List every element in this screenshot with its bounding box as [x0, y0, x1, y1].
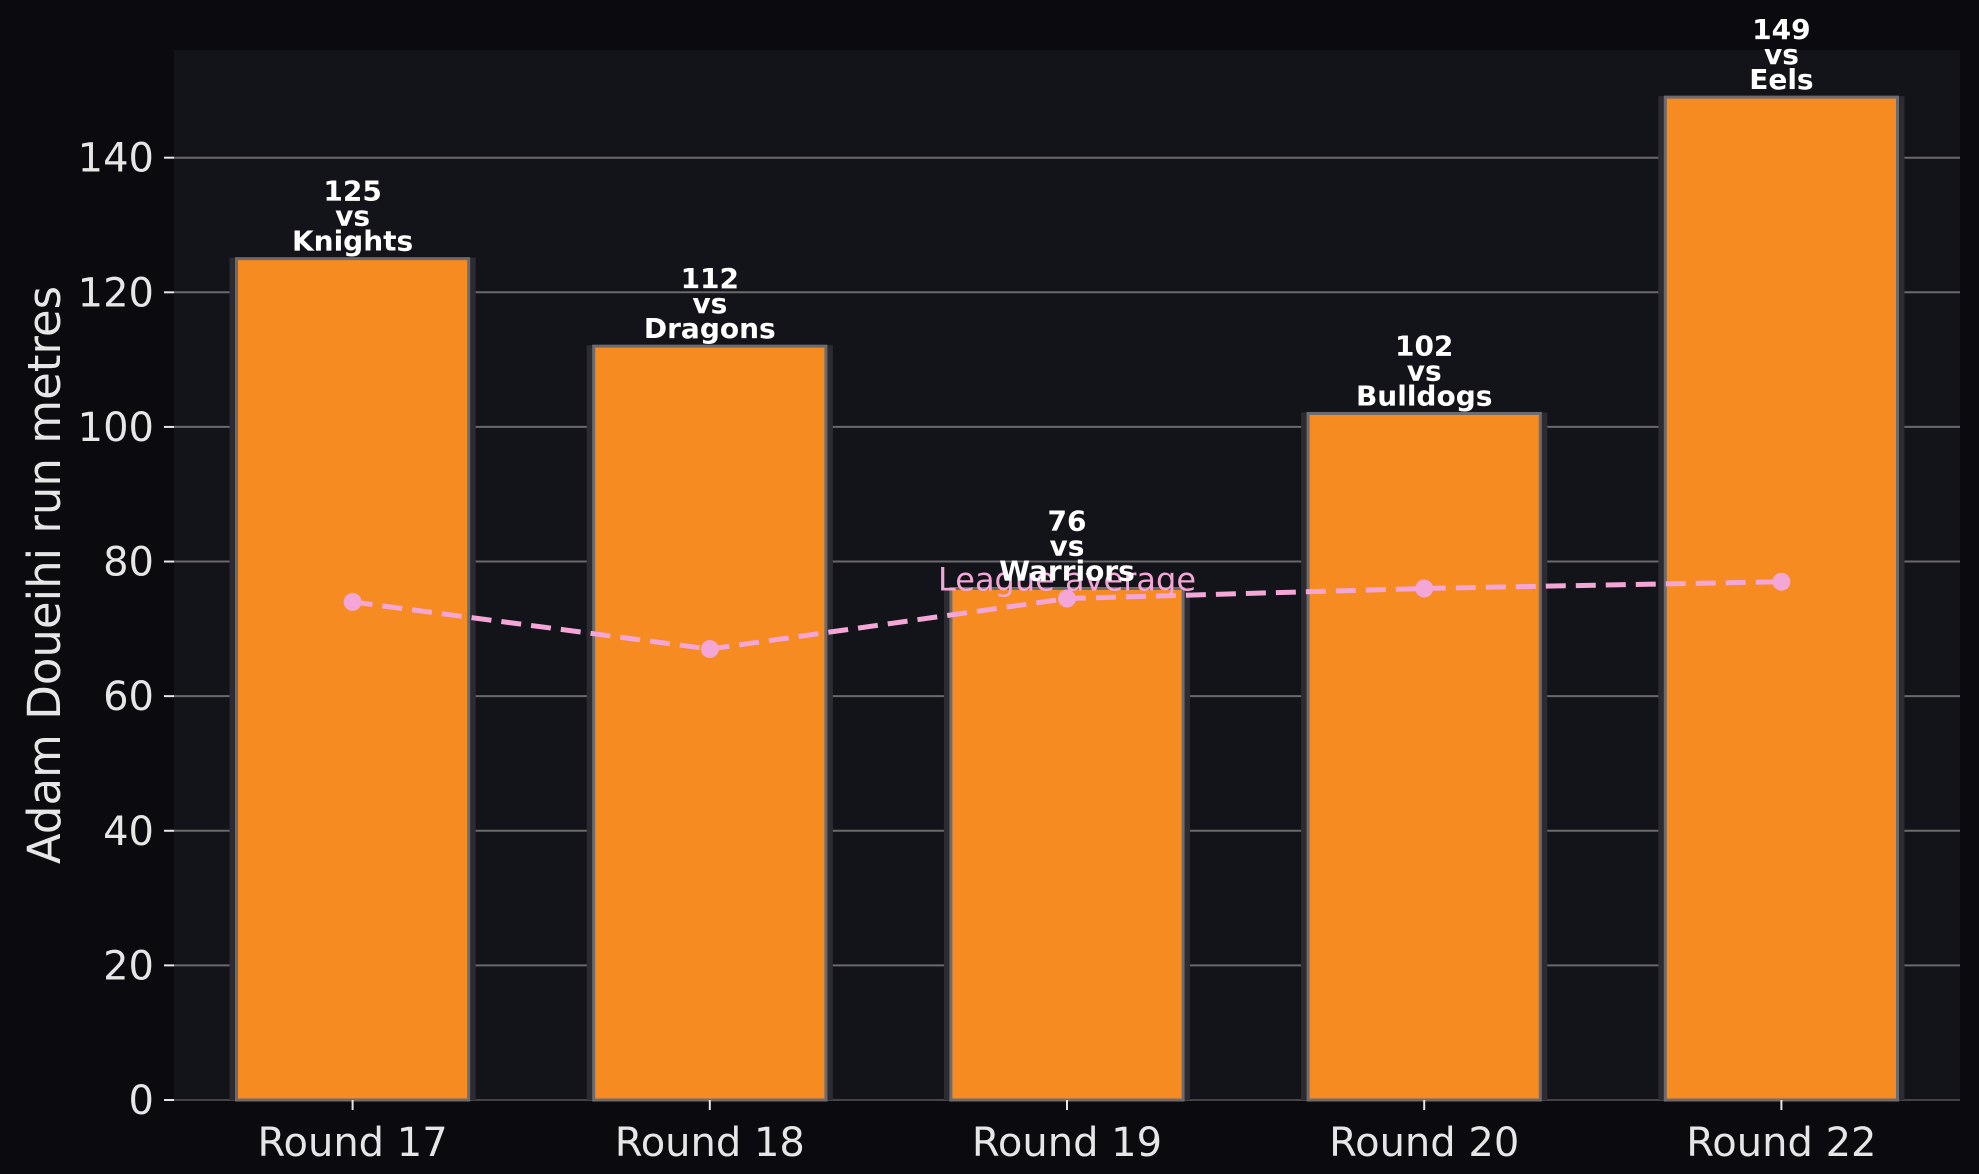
- bars: [229, 95, 1905, 1102]
- league-average-line: League average: [343, 561, 1791, 659]
- y-axis-title: Adam Doueihi run metres: [18, 286, 71, 864]
- y-tick-label: 20: [103, 943, 154, 989]
- x-tick-label: Round 17: [258, 1120, 448, 1166]
- league-average-point: [1058, 589, 1076, 608]
- bar-data-label: vs: [692, 287, 727, 320]
- y-tick-label: 40: [103, 809, 154, 855]
- bar-data-label: 112: [681, 262, 739, 295]
- y-tick-label: 80: [103, 540, 154, 586]
- bar-data-label: Dragons: [644, 312, 776, 345]
- bar-data-label: 125: [323, 175, 381, 208]
- y-tick-label: 100: [78, 405, 154, 451]
- bar: [949, 586, 1185, 1102]
- league-average-point: [700, 640, 719, 659]
- y-axis: 0 20 40 60 80 100 120 140: [78, 136, 174, 1124]
- bar: [1306, 411, 1542, 1102]
- x-axis: Round 17 Round 18 Round 19 Round 20 Round 22: [258, 1100, 1876, 1166]
- y-tick-label: 60: [103, 674, 154, 720]
- x-tick-label: Round 18: [615, 1120, 805, 1166]
- bar-data-label: 76: [1048, 504, 1087, 537]
- bar-data-label: Bulldogs: [1356, 379, 1492, 412]
- bar-data-label: 102: [1395, 329, 1453, 362]
- bar: [592, 344, 828, 1102]
- bar-data-label: Warriors: [999, 554, 1135, 587]
- league-average-label: League average: [938, 561, 1196, 599]
- league-average-point: [1772, 572, 1791, 591]
- x-tick-label: Round 22: [1686, 1120, 1876, 1166]
- y-tick-label: 0: [129, 1078, 154, 1124]
- bar-data-label: vs: [1407, 354, 1442, 387]
- bar-data-label: Knights: [292, 225, 413, 258]
- bar-data-label: 149: [1752, 13, 1810, 46]
- y-tick-label: 140: [78, 136, 154, 182]
- bar-data-label: vs: [335, 200, 370, 233]
- bar: [1663, 95, 1899, 1102]
- league-average-point: [343, 592, 362, 611]
- bar-data-label: Eels: [1749, 63, 1813, 96]
- bar: [235, 257, 471, 1102]
- bar-labels: 125vsKnights112vsDragons76vsWarriors102v…: [292, 13, 1814, 587]
- bar-data-label: vs: [1764, 38, 1799, 71]
- bar-data-label: vs: [1050, 529, 1085, 562]
- x-tick-label: Round 19: [972, 1120, 1162, 1166]
- league-average-point: [1415, 579, 1434, 598]
- x-tick-label: Round 20: [1329, 1120, 1519, 1166]
- y-tick-label: 120: [78, 270, 154, 316]
